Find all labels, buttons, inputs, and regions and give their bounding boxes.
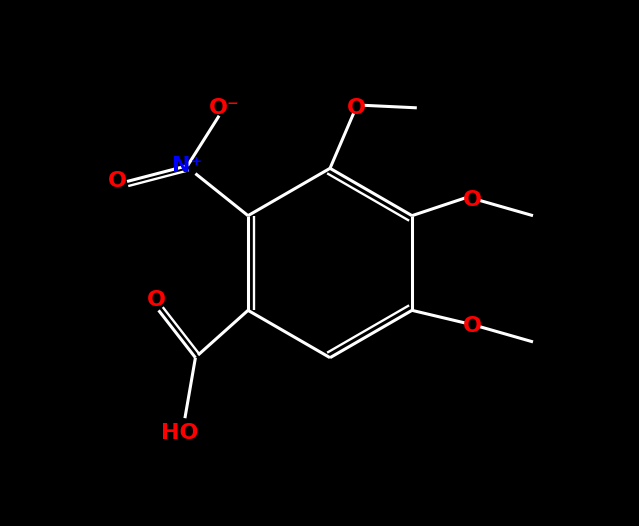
Text: N⁺: N⁺ <box>173 156 203 176</box>
Text: O: O <box>463 190 482 210</box>
Text: O: O <box>146 290 166 310</box>
Text: O: O <box>347 98 366 118</box>
Text: O⁻: O⁻ <box>209 98 240 118</box>
Text: O: O <box>108 171 127 191</box>
Text: O: O <box>463 316 482 336</box>
Text: HO: HO <box>161 423 198 443</box>
